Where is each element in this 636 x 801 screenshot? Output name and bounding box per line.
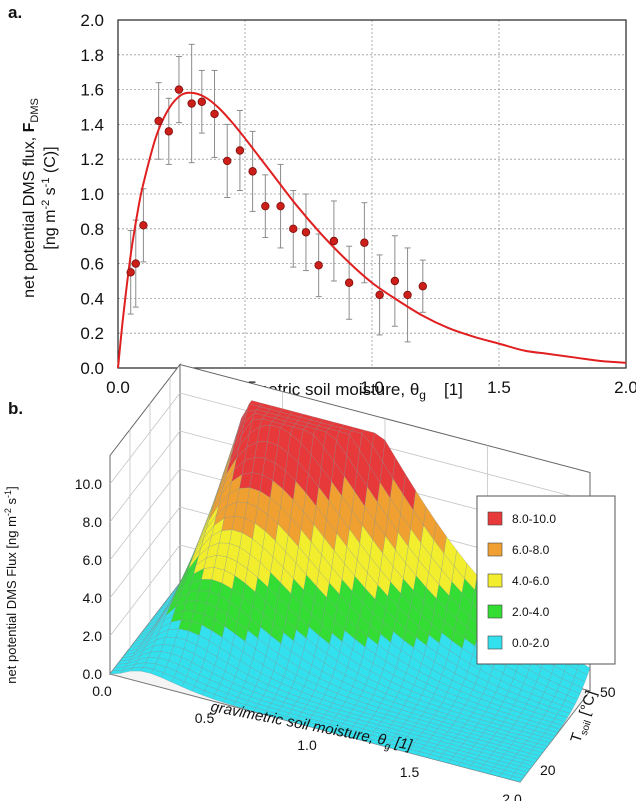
data-point bbox=[314, 261, 323, 270]
data-point bbox=[403, 290, 412, 300]
y-tick-label: 50 bbox=[600, 684, 616, 700]
svg-text:net potential DMS flux, FDMS: net potential DMS flux, FDMS bbox=[21, 98, 41, 298]
data-point bbox=[418, 282, 427, 291]
panel-a-plot-frame bbox=[117, 19, 627, 369]
z-tick-label: 6.0 bbox=[83, 552, 103, 568]
legend-label: 2.0-4.0 bbox=[512, 605, 550, 619]
y-tick-label: 0.2 bbox=[80, 324, 104, 343]
panel-a-y-tick-labels: 0.0 0.2 0.4 0.6 0.8 1.0 1.2 1.4 1.6 1.8 2.0 bbox=[80, 11, 104, 378]
panel-b-label: b. bbox=[8, 399, 23, 418]
data-point bbox=[289, 224, 298, 233]
wall-grid-line bbox=[109, 544, 181, 637]
data-point bbox=[139, 221, 148, 230]
data-point bbox=[390, 276, 400, 286]
y-tick-label: 0.4 bbox=[80, 289, 104, 308]
legend-swatch bbox=[487, 573, 503, 588]
panel-a: a. 0.00.51.01.52.0 0.00.20.40.60.81.01.2… bbox=[8, 3, 636, 402]
y-tick-label: 1.0 bbox=[80, 185, 104, 204]
panel-a-grid bbox=[118, 20, 626, 368]
panel-b-legend: 8.0-10.0 6.0-8.0 4.0-6.0 2.0-4.0 0.0-2.0 bbox=[476, 495, 616, 665]
y-tick-label: 0.8 bbox=[80, 220, 104, 239]
data-point bbox=[261, 201, 270, 211]
x-tick-label: 0.0 bbox=[106, 378, 130, 397]
legend-label: 6.0-8.0 bbox=[512, 543, 550, 557]
legend-swatch bbox=[487, 542, 503, 557]
data-point bbox=[126, 268, 135, 277]
data-point bbox=[223, 156, 232, 166]
panel-b: b. 0.0 2.0 4.0 6.0 8.0 10.0 0.0 0.5 1.0 1.5 2.0 20 5… bbox=[3, 363, 616, 801]
data-point bbox=[164, 127, 173, 136]
wall-grid-line bbox=[109, 468, 181, 561]
x-tick-label: 2.0 bbox=[614, 378, 636, 397]
data-point bbox=[248, 167, 257, 176]
z-tick-label: 0.0 bbox=[83, 666, 103, 682]
wall-grid-line bbox=[109, 430, 181, 523]
data-point bbox=[187, 99, 196, 108]
y-tick-label: 1.4 bbox=[80, 115, 104, 134]
y-tick-label: 1.2 bbox=[80, 150, 104, 169]
panel-b-tick-labels: 0.0 2.0 4.0 6.0 8.0 10.0 0.0 0.5 1.0 1.5 2.0 20 50 bbox=[75, 476, 616, 801]
wall-grid-line bbox=[109, 506, 181, 599]
data-point bbox=[344, 278, 354, 287]
data-point bbox=[301, 228, 311, 237]
x-tick-label: 0.0 bbox=[92, 683, 112, 699]
z-tick-label: 10.0 bbox=[75, 476, 102, 492]
wall-grid-line bbox=[109, 392, 181, 485]
panel-a-y-axis-label: net potential DMS flux, FDMS [ng m-2 s-1… bbox=[21, 98, 59, 298]
x-tick-label: 0.5 bbox=[195, 710, 215, 726]
x-tick-label: 1.5 bbox=[400, 764, 420, 780]
panel-b-z-axis-label: net potential DMS Flux [ng m-2 s-1] bbox=[3, 486, 19, 683]
y-tick-label: 2.0 bbox=[80, 11, 104, 30]
y-tick-label: 20 bbox=[540, 762, 556, 778]
svg-text:net potential DMS Flux [ng m-2: net potential DMS Flux [ng m-2 s-1] bbox=[3, 486, 19, 683]
legend-label: 8.0-10.0 bbox=[512, 512, 556, 526]
data-point bbox=[131, 259, 140, 268]
data-point bbox=[154, 116, 163, 126]
data-point bbox=[329, 236, 339, 246]
y-tick-label: 0.0 bbox=[80, 359, 104, 378]
x-tick-label: 1.0 bbox=[297, 737, 317, 753]
panel-a-label: a. bbox=[8, 3, 22, 22]
data-point bbox=[174, 85, 184, 94]
y-tick-label: 0.6 bbox=[80, 255, 104, 274]
legend-label: 0.0-2.0 bbox=[512, 636, 550, 650]
data-point bbox=[235, 146, 245, 155]
x-tick-label: 1.0 bbox=[360, 378, 384, 397]
z-tick-label: 4.0 bbox=[83, 590, 103, 606]
surface-cell bbox=[509, 775, 523, 783]
data-point bbox=[375, 290, 384, 300]
legend-swatch bbox=[487, 604, 503, 619]
legend-swatch bbox=[487, 635, 503, 650]
legend-label: 4.0-6.0 bbox=[512, 574, 550, 588]
x-tick-label: 1.5 bbox=[487, 378, 511, 397]
z-tick-label: 8.0 bbox=[83, 514, 103, 530]
z-tick-label: 2.0 bbox=[83, 628, 103, 644]
y-tick-label: 1.8 bbox=[80, 46, 104, 65]
legend-swatch bbox=[487, 511, 503, 526]
panel-a-data-points bbox=[126, 85, 427, 300]
data-point bbox=[210, 109, 219, 119]
y-tick-label: 1.6 bbox=[80, 81, 104, 100]
svg-text:[ng m-2 s-1 (C)]: [ng m-2 s-1 (C)] bbox=[40, 146, 59, 249]
data-point bbox=[276, 201, 285, 211]
x-tick-label: 2.0 bbox=[502, 791, 522, 801]
data-point bbox=[360, 238, 369, 247]
data-point bbox=[197, 97, 207, 106]
panel-a-fit-curve bbox=[117, 91, 627, 369]
